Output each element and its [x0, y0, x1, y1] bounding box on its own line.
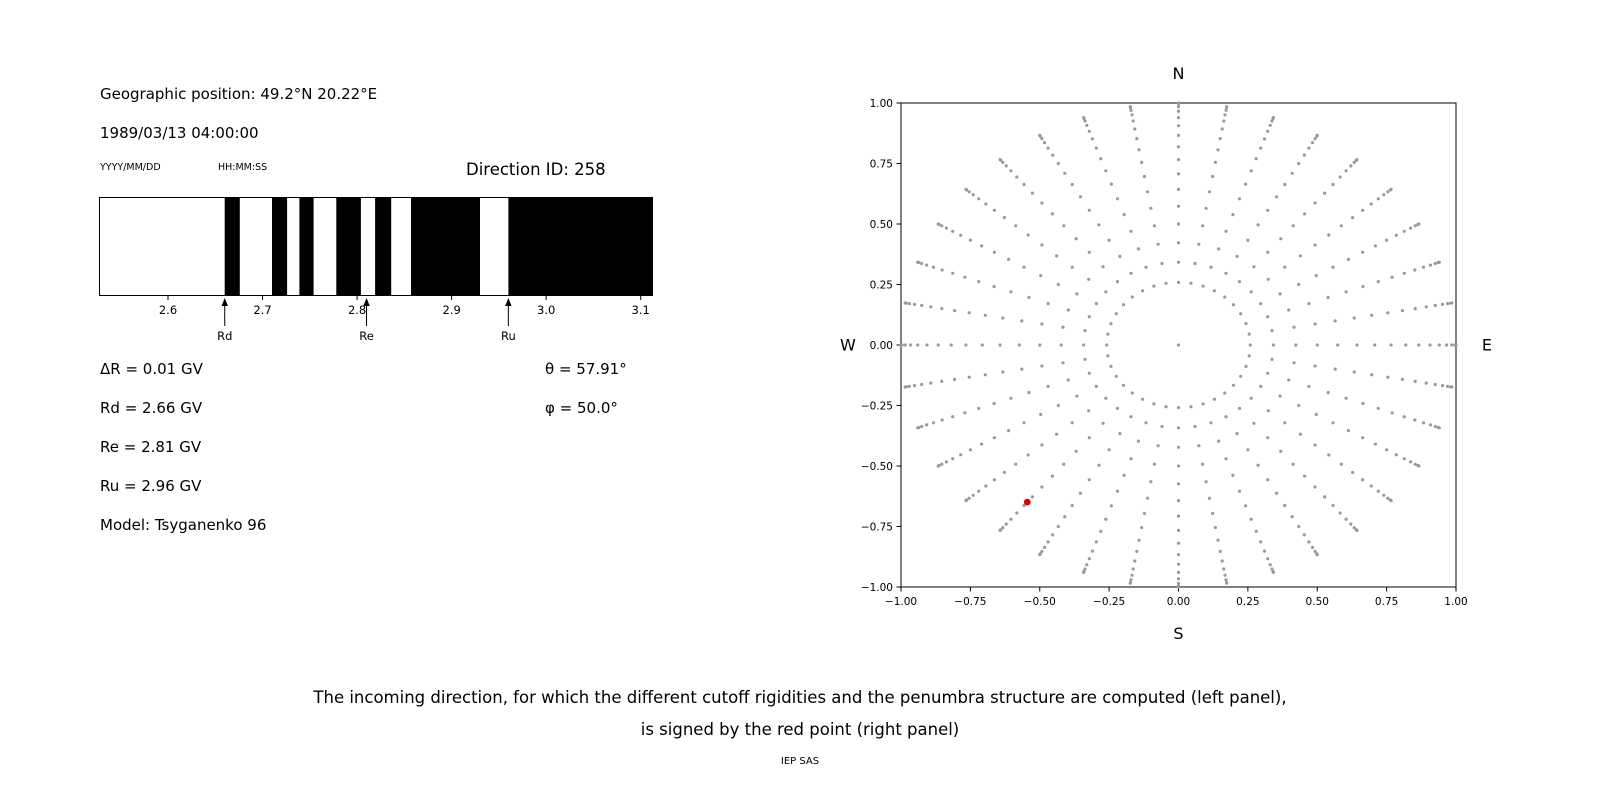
x-tick-label: −0.75	[954, 596, 986, 608]
x-tick-label: 0.25	[1236, 596, 1259, 608]
params-left-column: ΔR = 0.01 GV Rd = 2.66 GV Re = 2.81 GV R…	[100, 350, 266, 545]
x-tick-label: 2.6	[159, 303, 177, 317]
x-tick-label: −0.50	[1024, 596, 1056, 608]
param-delta-r: ΔR = 0.01 GV	[100, 360, 203, 378]
x-tick-label: 2.8	[348, 303, 366, 317]
caption-line1: The incoming direction, for which the di…	[313, 688, 1287, 707]
rd-marker-arrowhead	[221, 298, 228, 306]
x-tick-label: 1.00	[1444, 596, 1467, 608]
direction-scatter-chart: −1.00 −0.75 −0.50 −0.25 0.00 0.25 0.50 0.75 1.00…	[830, 55, 1500, 645]
datetime-label: 1989/03/13 04:00:00	[100, 124, 259, 142]
param-rd: Rd = 2.66 GV	[100, 399, 203, 417]
compass-north-label: N	[1173, 64, 1185, 83]
x-tick-label: −0.25	[1093, 596, 1125, 608]
x-tick-label: −1.00	[885, 596, 917, 608]
direction-grid-dots	[899, 101, 1458, 589]
params-right-column: θ = 57.91° φ = 50.0°	[545, 350, 627, 428]
penumbra-forbidden-band	[411, 198, 480, 295]
direction-scatter-svg: −1.00 −0.75 −0.50 −0.25 0.00 0.25 0.50 0.75 1.00…	[840, 64, 1492, 643]
x-tick-label: 2.9	[442, 303, 460, 317]
caption-line2: is signed by the red point (right panel)	[640, 720, 960, 739]
penumbra-chart: 2.6 2.7 2.8 2.9 3.0 3.1 Rd Re Ru	[99, 197, 653, 349]
y-tick-label: 0.50	[870, 219, 893, 231]
y-tick-label: 1.00	[870, 98, 893, 110]
penumbra-forbidden-band	[508, 198, 653, 295]
direction-id-label: Direction ID: 258	[466, 160, 606, 179]
re-marker-arrowhead	[363, 298, 370, 306]
penumbra-forbidden-band	[272, 198, 288, 295]
param-ru: Ru = 2.96 GV	[100, 477, 202, 495]
compass-south-label: S	[1173, 624, 1183, 643]
credit-label: IEP SAS	[780, 756, 820, 767]
penumbra-forbidden-band	[224, 198, 240, 295]
param-re: Re = 2.81 GV	[100, 438, 202, 456]
red-point-marker	[1023, 498, 1031, 506]
geo-position-label: Geographic position: 49.2°N 20.22°E	[100, 85, 378, 103]
x-tick-label: 0.75	[1375, 596, 1398, 608]
date-format-label: YYYY/MM/DD	[100, 162, 161, 173]
x-tick-label: 0.50	[1306, 596, 1329, 608]
x-tick-label: 2.7	[253, 303, 271, 317]
penumbra-forbidden-band	[375, 198, 392, 295]
compass-west-label: W	[840, 336, 856, 355]
y-tick-label: −0.75	[861, 521, 893, 533]
x-tick-label: 3.1	[632, 303, 650, 317]
param-model: Model: Tsyganenko 96	[100, 516, 267, 534]
y-tick-label: 0.00	[870, 340, 893, 352]
x-tick-label: 3.0	[537, 303, 555, 317]
y-tick-label: 0.75	[870, 158, 893, 170]
compass-east-label: E	[1482, 336, 1492, 355]
rd-marker-label: Rd	[217, 329, 232, 343]
ru-marker-label: Ru	[501, 329, 516, 343]
x-tick-label: 0.00	[1167, 596, 1190, 608]
re-marker-label: Re	[359, 329, 374, 343]
y-tick-label: −0.50	[861, 461, 893, 473]
penumbra-svg: 2.6 2.7 2.8 2.9 3.0 3.1 Rd Re Ru	[99, 197, 653, 343]
y-tick-label: −0.25	[861, 400, 893, 412]
param-phi: φ = 50.0°	[545, 399, 618, 417]
param-theta: θ = 57.91°	[545, 360, 627, 378]
y-tick-label: 0.25	[870, 279, 893, 291]
y-tick-label: −1.00	[861, 582, 893, 594]
penumbra-forbidden-band	[299, 198, 314, 295]
ru-marker-arrowhead	[505, 298, 512, 306]
penumbra-forbidden-band	[336, 198, 361, 295]
time-format-label: HH:MM:SS	[218, 162, 268, 173]
